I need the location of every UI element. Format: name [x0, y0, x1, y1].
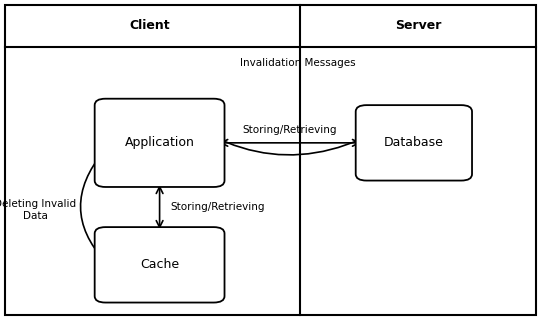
Text: Server: Server [395, 19, 441, 32]
FancyArrowPatch shape [169, 108, 406, 155]
Text: Storing/Retrieving: Storing/Retrieving [170, 202, 265, 212]
Text: Cache: Cache [140, 258, 179, 271]
FancyBboxPatch shape [95, 99, 225, 187]
Text: Client: Client [130, 19, 170, 32]
Text: Application: Application [124, 136, 195, 149]
Text: Invalidation Messages: Invalidation Messages [240, 58, 355, 68]
Text: Storing/Retrieving: Storing/Retrieving [243, 125, 338, 135]
FancyArrowPatch shape [81, 152, 105, 261]
Text: Database: Database [384, 136, 444, 149]
FancyBboxPatch shape [95, 227, 225, 302]
FancyBboxPatch shape [356, 105, 472, 180]
Text: Deleting Invalid
Data: Deleting Invalid Data [0, 199, 76, 221]
